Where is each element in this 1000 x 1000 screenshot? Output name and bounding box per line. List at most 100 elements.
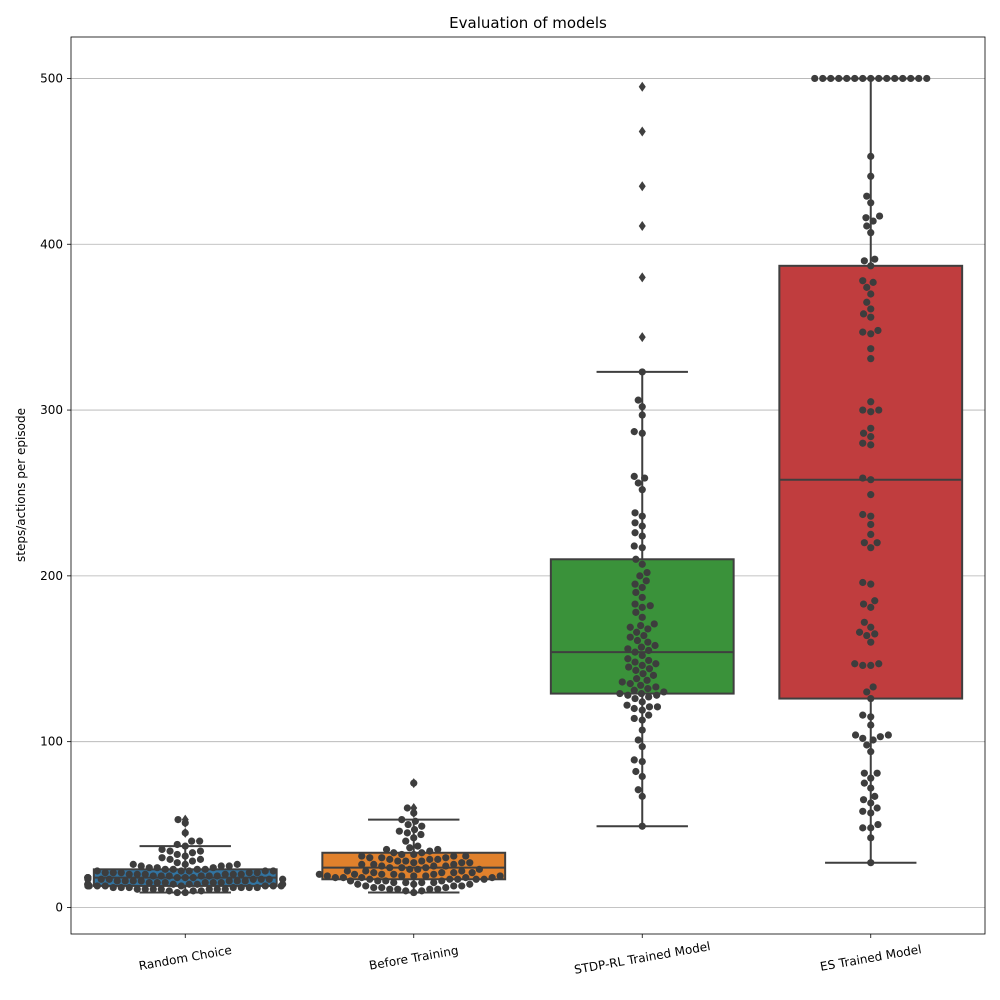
swarm-point	[442, 883, 450, 892]
swarm-point	[125, 870, 133, 878]
swarm-point	[197, 872, 205, 880]
swarm-point	[638, 706, 646, 714]
swarm-point	[859, 429, 868, 437]
swarm-point	[181, 842, 189, 850]
swarm-point	[638, 512, 646, 520]
swarm-point	[129, 860, 137, 868]
swarm-point	[237, 870, 245, 878]
y-tick-label: 500	[40, 71, 63, 85]
swarm-point	[475, 865, 483, 873]
swarm-point	[630, 704, 638, 713]
swarm-point	[915, 74, 923, 83]
swarm-point	[390, 849, 398, 857]
swarm-point	[867, 345, 875, 353]
swarm-point	[173, 850, 181, 859]
swarm-point	[631, 648, 639, 656]
swarm-point	[129, 877, 137, 885]
swarm-point	[450, 860, 458, 868]
swarm-point	[261, 867, 269, 875]
swarm-point	[410, 880, 418, 888]
swarm-points	[84, 74, 931, 897]
swarm-point	[867, 152, 875, 160]
swarm-point	[851, 731, 860, 739]
swarm-point	[645, 703, 654, 711]
swarm-point	[410, 872, 418, 880]
swarm-point	[867, 355, 875, 363]
swarm-point	[165, 872, 173, 880]
swarm-point	[406, 844, 414, 852]
swarm-point	[634, 479, 642, 487]
swarm-point	[166, 847, 174, 855]
swarm-point	[174, 815, 182, 824]
swarm-point	[188, 857, 197, 865]
swarm-point	[883, 74, 891, 83]
swarm-point	[630, 686, 638, 694]
swarm-point	[346, 877, 355, 885]
swarm-point	[145, 879, 153, 887]
swarm-point	[907, 74, 915, 83]
swarm-point	[632, 555, 640, 563]
swarm-point	[117, 869, 125, 877]
swarm-point	[867, 544, 875, 552]
swarm-point	[185, 880, 193, 888]
swarm-point	[201, 865, 209, 873]
swarm-point	[403, 804, 411, 812]
swarm-point	[624, 645, 632, 653]
swarm-point	[630, 428, 638, 436]
swarm-point	[181, 829, 189, 837]
y-tick-label: 200	[40, 569, 63, 583]
swarm-point	[867, 398, 875, 406]
swarm-point	[873, 769, 881, 777]
swarm-point	[874, 326, 882, 335]
swarm-point	[149, 885, 157, 893]
swarm-point	[366, 854, 374, 862]
swarm-point	[638, 560, 646, 568]
swarm-point	[472, 875, 480, 883]
swarm-point	[434, 845, 442, 854]
swarm-point	[422, 872, 430, 880]
swarm-point	[209, 864, 217, 872]
swarm-point	[458, 859, 466, 867]
swarm-point	[637, 681, 645, 689]
swarm-point	[196, 855, 205, 863]
swarm-point	[398, 850, 406, 859]
outlier-marker	[638, 221, 646, 232]
swarm-point	[101, 882, 109, 890]
swarm-point	[638, 593, 646, 602]
swarm-point	[631, 694, 639, 703]
swarm-point	[395, 827, 403, 835]
swarm-point	[645, 711, 653, 719]
swarm-point	[851, 660, 859, 668]
swarm-point	[633, 675, 641, 683]
swarm-point	[867, 774, 875, 782]
swarm-point	[869, 217, 877, 225]
swarm-point	[638, 726, 646, 734]
swarm-point	[626, 680, 634, 688]
swarm-point	[398, 864, 406, 872]
swarm-point	[480, 875, 488, 883]
swarm-point	[97, 875, 105, 883]
swarm-point	[632, 767, 640, 776]
swarm-point	[458, 867, 466, 875]
swarm-point	[157, 872, 165, 880]
swarm-point	[196, 837, 204, 845]
swarm-point	[450, 852, 458, 860]
swarm-point	[867, 229, 875, 237]
swarm-point	[867, 603, 875, 611]
swarm-point	[638, 772, 646, 781]
swarm-point	[410, 850, 418, 859]
swarm-point	[645, 693, 653, 701]
swarm-point	[644, 638, 652, 646]
swarm-point	[646, 602, 654, 610]
y-axis-label: steps/actions per episode	[14, 408, 28, 562]
swarm-point	[438, 877, 446, 885]
swarm-point	[637, 643, 646, 651]
swarm-point	[402, 837, 410, 845]
swarm-point	[378, 870, 386, 878]
swarm-point	[386, 855, 394, 863]
swarm-point	[339, 874, 347, 882]
swarm-point	[121, 877, 129, 885]
swarm-point	[125, 883, 133, 892]
swarm-point	[418, 887, 426, 895]
swarm-point	[643, 568, 651, 577]
